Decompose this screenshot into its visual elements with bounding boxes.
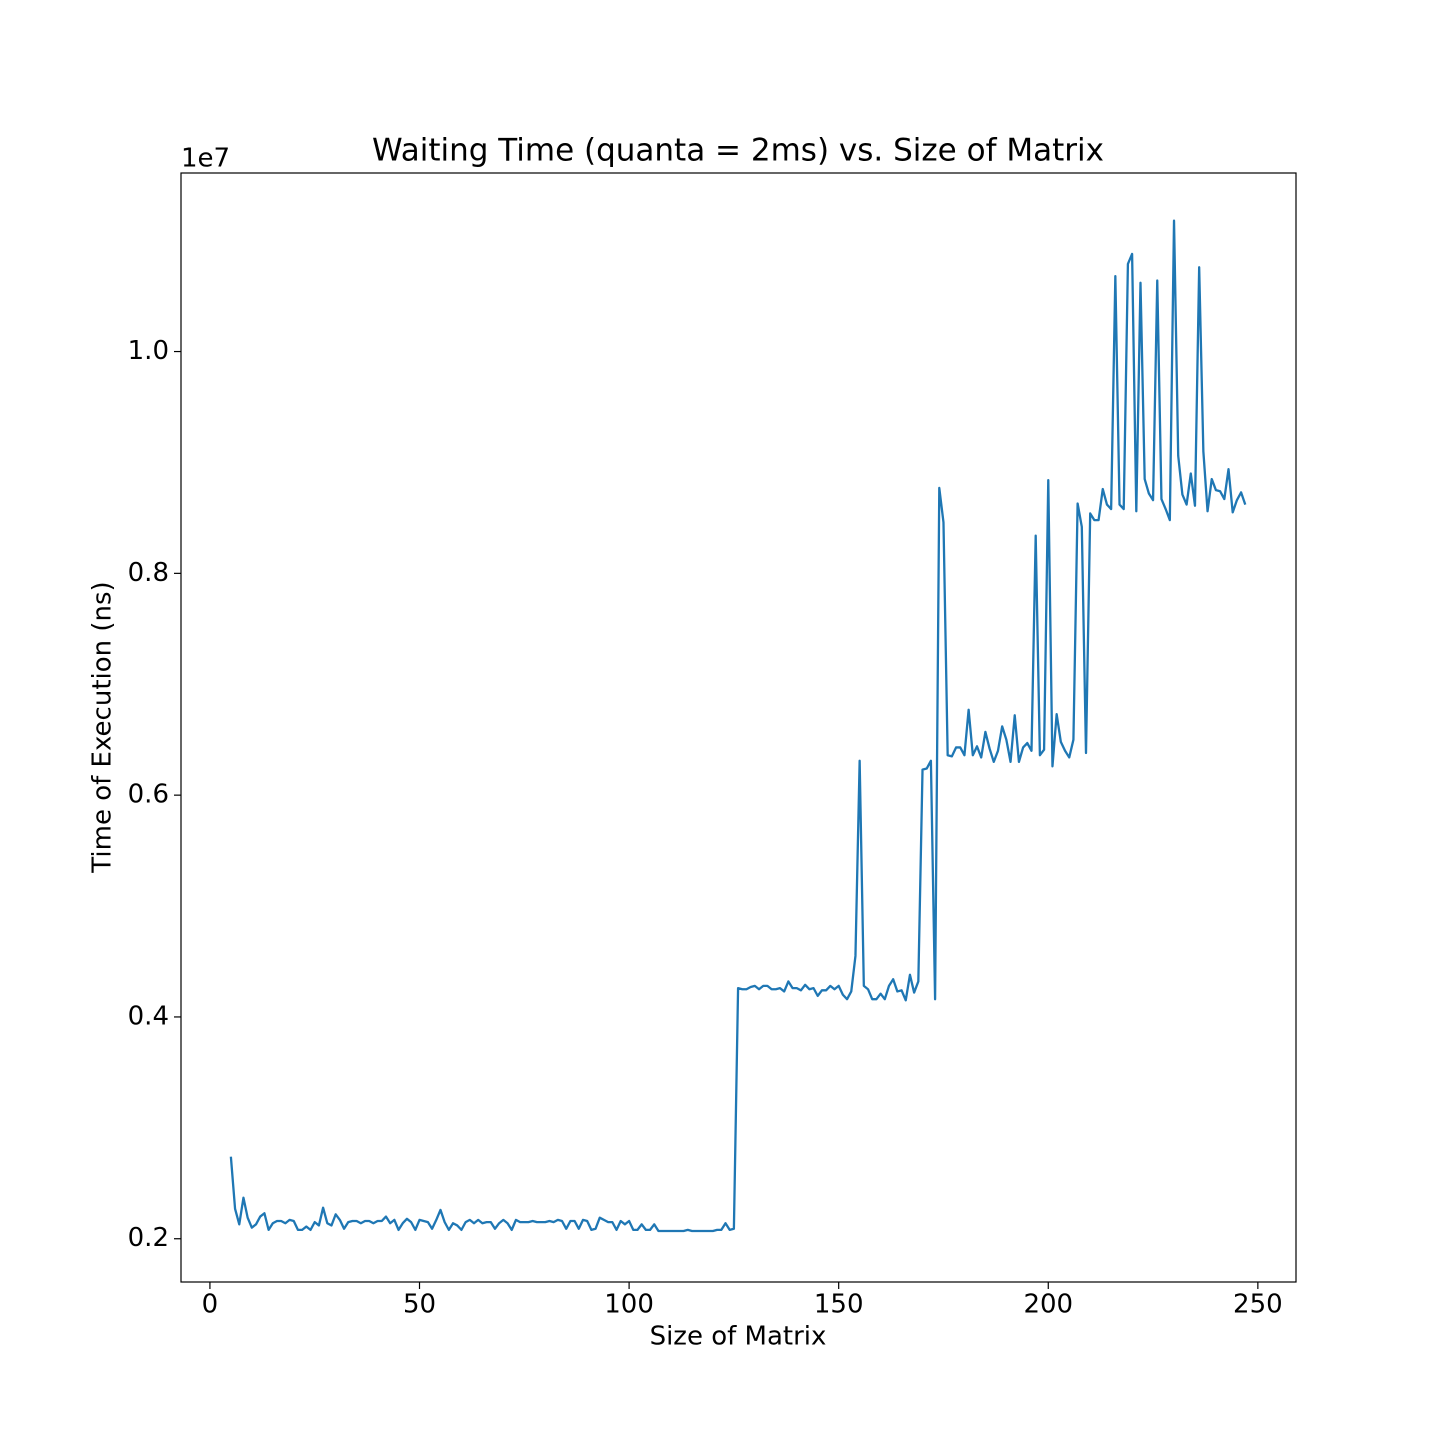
y-offset-label: 1e7 <box>181 144 230 174</box>
plot-frame <box>180 172 1297 1283</box>
x-tick-label: 100 <box>604 1290 654 1320</box>
chart-title: Waiting Time (quanta = 2ms) vs. Size of … <box>372 133 1104 169</box>
x-tick-label: 0 <box>202 1290 219 1320</box>
x-tick-label: 150 <box>814 1290 864 1320</box>
y-axis-label: Time of Execution (ns) <box>88 581 118 873</box>
x-axis-label: Size of Matrix <box>650 1322 827 1352</box>
data-line <box>229 219 1247 1233</box>
y-tick-label: 0.8 <box>128 558 169 588</box>
y-tick-label: 0.4 <box>128 1001 169 1031</box>
y-tick-label: 0.6 <box>128 780 169 810</box>
y-tick-label: 0.2 <box>128 1223 169 1253</box>
x-tick-label: 250 <box>1233 1290 1283 1320</box>
x-tick-label: 200 <box>1023 1290 1073 1320</box>
y-tick-label: 1.0 <box>128 336 169 366</box>
x-tick-label: 50 <box>403 1290 436 1320</box>
